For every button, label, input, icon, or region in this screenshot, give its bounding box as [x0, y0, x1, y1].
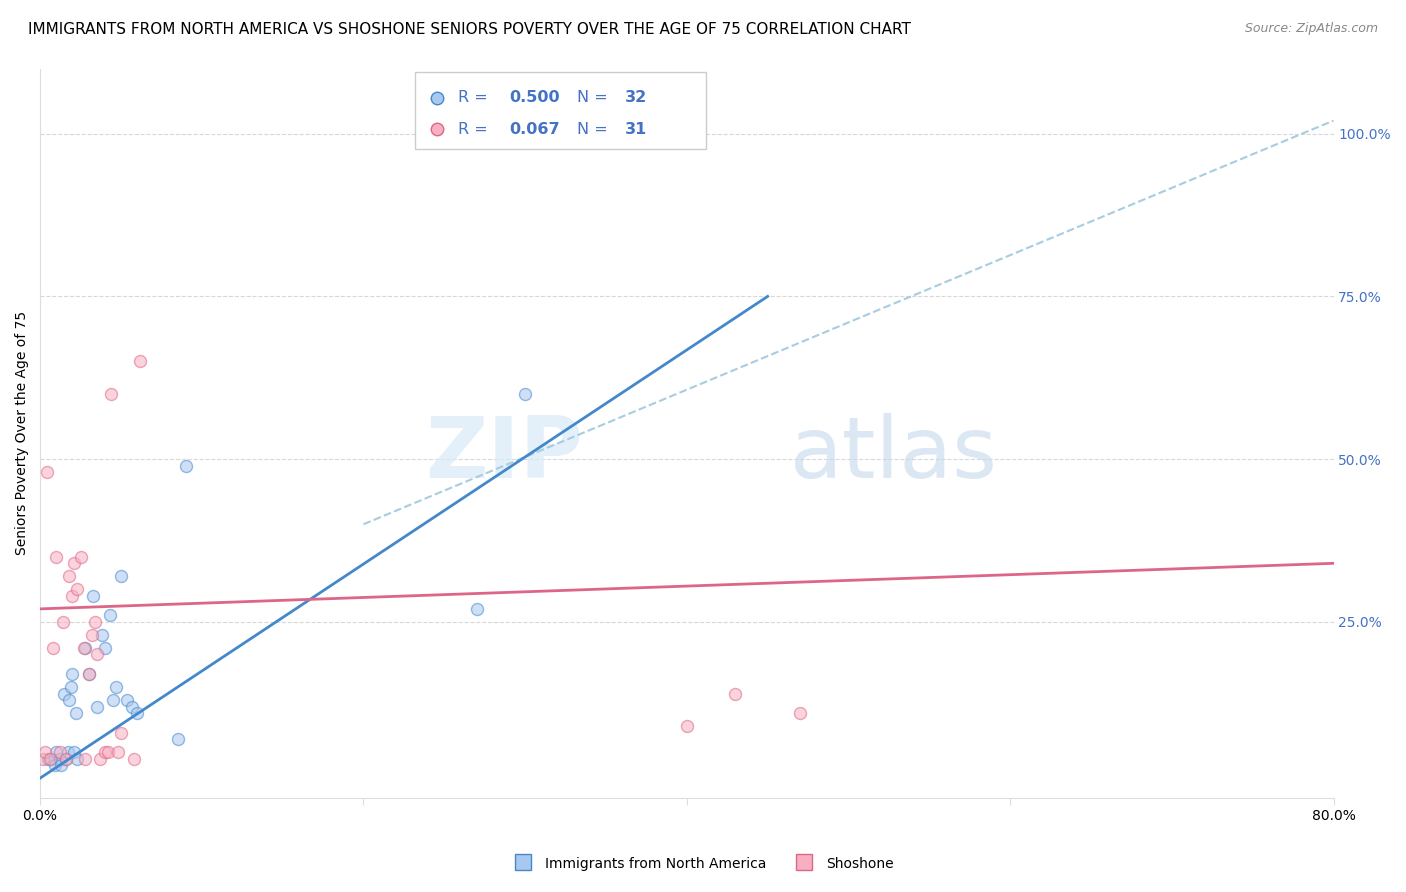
- Point: [58, 693, 80, 707]
- Point: [63, 745, 86, 759]
- Text: 0.067: 0.067: [509, 121, 560, 136]
- Point: [45, 549, 67, 564]
- Point: [62, 589, 84, 603]
- Point: [127, 706, 149, 720]
- Text: Source: ZipAtlas.com: Source: ZipAtlas.com: [1244, 22, 1378, 36]
- Text: ZIP: ZIP: [426, 414, 583, 497]
- Point: [38, 751, 60, 765]
- Point: [48, 745, 70, 759]
- Point: [55, 751, 77, 765]
- Text: atlas: atlas: [790, 414, 998, 497]
- Point: [69, 549, 91, 564]
- Point: [117, 693, 139, 707]
- Point: [75, 751, 97, 765]
- Point: [49, 758, 72, 772]
- Point: [53, 686, 76, 700]
- Point: [42, 640, 65, 655]
- Text: IMMIGRANTS FROM NORTH AMERICA VS SHOSHONE SENIORS POVERTY OVER THE AGE OF 75 COR: IMMIGRANTS FROM NORTH AMERICA VS SHOSHON…: [28, 22, 911, 37]
- Point: [166, 732, 188, 747]
- Point: [75, 640, 97, 655]
- Point: [73, 640, 96, 655]
- Point: [55, 751, 77, 765]
- Point: [94, 745, 117, 759]
- Point: [62, 667, 84, 681]
- Point: [97, 745, 120, 759]
- FancyBboxPatch shape: [415, 72, 706, 149]
- Point: [789, 706, 811, 720]
- Point: [63, 557, 86, 571]
- Point: [77, 667, 100, 681]
- Point: [465, 602, 488, 616]
- Point: [110, 569, 132, 583]
- Point: [82, 589, 104, 603]
- Point: [174, 458, 197, 473]
- Point: [34, 745, 56, 759]
- Point: [58, 569, 80, 583]
- Point: [107, 745, 129, 759]
- Text: 31: 31: [624, 121, 647, 136]
- Point: [32, 751, 55, 765]
- Text: 0.500: 0.500: [509, 90, 560, 105]
- Point: [90, 628, 112, 642]
- Point: [89, 751, 111, 765]
- Point: [86, 699, 108, 714]
- Point: [105, 680, 128, 694]
- Point: [513, 387, 536, 401]
- Text: N =: N =: [576, 121, 613, 136]
- Point: [59, 680, 82, 694]
- Point: [37, 751, 59, 765]
- Point: [66, 751, 89, 765]
- Legend: Immigrants from North America, Shoshone: Immigrants from North America, Shoshone: [508, 850, 898, 876]
- Point: [94, 640, 117, 655]
- Point: [86, 648, 108, 662]
- Point: [98, 608, 121, 623]
- Point: [122, 751, 145, 765]
- Text: 32: 32: [624, 90, 647, 105]
- Point: [77, 667, 100, 681]
- Point: [84, 615, 107, 629]
- Point: [41, 751, 63, 765]
- Point: [675, 719, 697, 733]
- Point: [80, 628, 103, 642]
- Point: [44, 758, 66, 772]
- Point: [56, 745, 79, 759]
- Point: [35, 465, 58, 479]
- Text: N =: N =: [576, 90, 613, 105]
- Point: [101, 693, 124, 707]
- Text: R =: R =: [458, 90, 492, 105]
- Point: [100, 387, 122, 401]
- Point: [52, 615, 75, 629]
- Text: R =: R =: [458, 121, 492, 136]
- Point: [66, 582, 89, 597]
- Point: [45, 745, 67, 759]
- Point: [724, 686, 747, 700]
- Point: [65, 706, 87, 720]
- Point: [121, 699, 143, 714]
- Point: [129, 354, 152, 368]
- Point: [110, 725, 132, 739]
- Point: [48, 751, 70, 765]
- Y-axis label: Seniors Poverty Over the Age of 75: Seniors Poverty Over the Age of 75: [15, 311, 30, 555]
